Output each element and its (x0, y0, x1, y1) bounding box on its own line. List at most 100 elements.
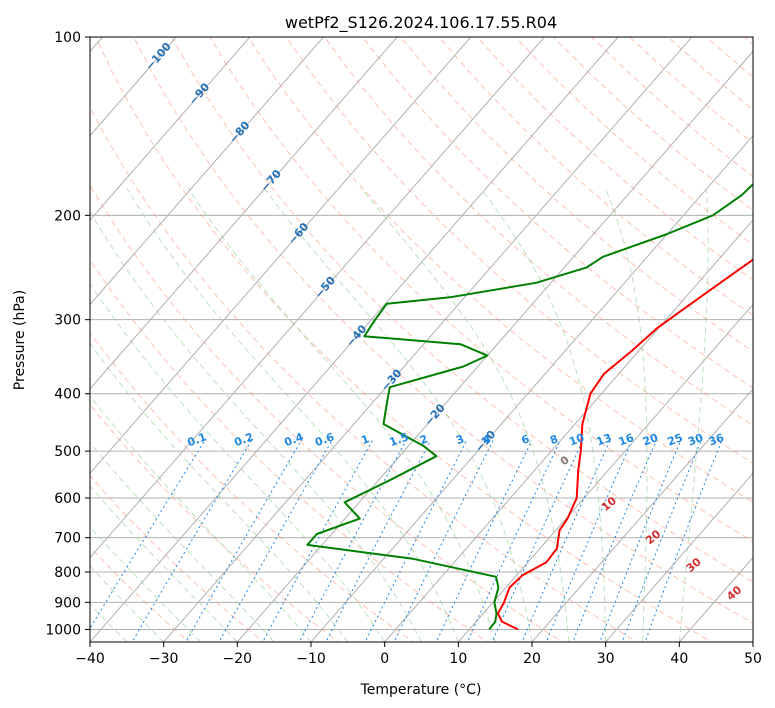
y-tick-label: 800 (54, 565, 81, 581)
mixing-ratio-line (572, 440, 657, 642)
dry-adiabat-line (438, 37, 753, 316)
dry-adiabat-line (247, 37, 753, 503)
mixing-ratio-line (298, 440, 407, 642)
temperature-line (496, 258, 753, 631)
dry-adiabat-line (323, 37, 753, 426)
mixing-ratio-line (325, 440, 432, 642)
dry-adiabat-line (362, 37, 753, 389)
dry-adiabat-line (90, 403, 340, 642)
y-axis-title: Pressure (hPa) (12, 290, 28, 390)
dry-adiabat-line (133, 37, 753, 624)
dewpoint-line (306, 182, 753, 631)
isotherm-line (384, 219, 753, 642)
x-tick-label: 0 (380, 651, 389, 667)
mixing-ratio-line (621, 440, 702, 642)
moist-adiabat-line (90, 565, 165, 642)
y-tick-label: 500 (54, 444, 81, 460)
y-tick-label: 1000 (45, 622, 81, 638)
mixing-ratio-line (545, 440, 633, 642)
mixing-ratio-label: 2 (418, 432, 430, 447)
mixing-ratio-line (644, 440, 723, 642)
isotherm-line (605, 472, 753, 642)
moist-adiabat-line (90, 210, 422, 642)
moist-adiabat-line (90, 442, 275, 642)
dry-adiabat-line (95, 37, 713, 642)
x-tick-label: 20 (523, 651, 541, 667)
mixing-ratio-label: 36 (707, 431, 726, 449)
mixing-ratio-line (185, 440, 302, 642)
mixing-ratio-label: 6 (520, 432, 532, 447)
mixing-ratio-label: 8 (548, 432, 560, 447)
dry-adiabat-line (90, 106, 638, 642)
y-axis: 100 200 300 400 500 600 700 800 900 1000 (45, 30, 90, 638)
x-tick-label: 10 (449, 651, 467, 667)
dry-adiabat-line (90, 184, 564, 642)
mixing-ratio-label: 0.1 (186, 430, 209, 449)
dry-adiabat-line (400, 37, 753, 353)
moist-adiabat-line (90, 526, 201, 642)
mixing-ratio-label: 13 (595, 431, 614, 448)
dry-adiabat-line (90, 332, 414, 642)
mixing-ratio-label: 30 (686, 431, 705, 449)
mixing-ratio-label: 10 (567, 431, 586, 449)
dry-adiabat-line (90, 546, 190, 642)
x-tick-label: −10 (296, 651, 326, 667)
dry-adiabat-line (171, 37, 753, 583)
isotherm-line (310, 134, 753, 642)
moist-adiabat-line (678, 188, 709, 642)
mixing-ratio-line (466, 440, 561, 642)
dry-adiabat-line (209, 37, 753, 543)
y-tick-label: 300 (54, 313, 81, 329)
moist-adiabat-line (90, 342, 349, 642)
moist-adiabat-line (126, 187, 459, 642)
plot-frame (89, 36, 754, 643)
isotherm-line (163, 37, 693, 642)
background-lines (90, 37, 753, 642)
isotherm-line (90, 37, 251, 221)
isotherm-line (236, 50, 753, 642)
mixing-ratio-label: 0.6 (313, 430, 336, 449)
y-tick-label: 700 (54, 531, 81, 547)
dry-adiabat-line (90, 259, 489, 642)
x-tick-label: −40 (75, 651, 105, 667)
mixing-ratio-label: 0.4 (282, 430, 305, 449)
isotherm-line (531, 388, 753, 642)
x-tick-label: −30 (149, 651, 179, 667)
moist-adiabat-line (604, 188, 648, 642)
mixing-ratio-label: 4 (481, 432, 493, 447)
x-tick-label: 50 (744, 651, 762, 667)
moist-adiabat-line (90, 485, 238, 642)
mixing-ratio-line (521, 440, 611, 642)
mixing-ratio-label: 0.2 (232, 430, 255, 449)
isotherm-line (90, 37, 546, 559)
mixing-ratio-line (599, 440, 682, 642)
moist-adiabat-line (90, 282, 386, 642)
mixing-ratio-label: 1 (359, 432, 371, 447)
plot-area (90, 37, 753, 642)
moist-adiabat-line (187, 187, 496, 642)
y-tick-label: 400 (54, 387, 81, 403)
moist-adiabat-line (90, 395, 312, 642)
isotherm-line (457, 303, 753, 642)
mixing-ratio-line (131, 440, 252, 642)
y-tick-label: 200 (54, 208, 81, 224)
moist-adiabat-line (263, 187, 533, 642)
mixing-ratio-line (435, 440, 533, 642)
mixing-ratio-label: 25 (666, 431, 685, 448)
chart-title: wetPf2_S126.2024.106.17.55.R04 (285, 13, 557, 33)
profile-lines (306, 182, 753, 631)
isotherm-line (90, 37, 177, 137)
x-tick-label: 40 (670, 651, 688, 667)
isotherm-line (90, 37, 472, 474)
x-axis: −40 −30 −20 −10 0 10 20 30 40 50 (75, 642, 762, 667)
mixing-ratio-label: 16 (617, 431, 636, 449)
x-tick-label: −20 (223, 651, 253, 667)
mixing-ratio-label: 3 (454, 432, 466, 447)
isotherm-line (90, 37, 325, 306)
y-tick-label: 900 (54, 595, 81, 611)
x-axis-title: Temperature (°C) (360, 682, 482, 698)
mixing-ratio-line (364, 440, 468, 642)
x-tick-label: 30 (597, 651, 615, 667)
mixing-ratio-label: 1.5 (388, 430, 411, 449)
isotherm-line (90, 37, 619, 642)
